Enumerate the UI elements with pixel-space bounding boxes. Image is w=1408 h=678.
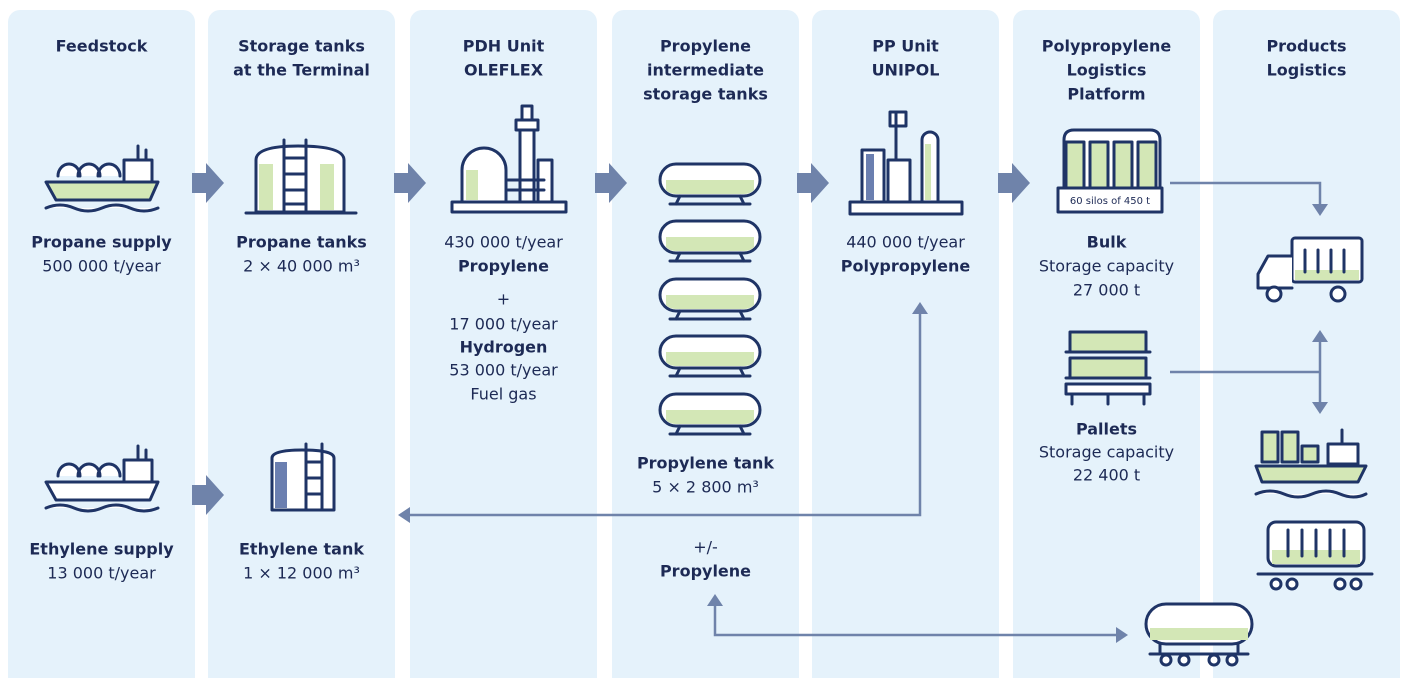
info-text: +: [497, 290, 510, 309]
info-text: +/-: [693, 538, 718, 557]
column-title: intermediate: [647, 61, 764, 80]
column-title: Logistics: [1267, 61, 1347, 80]
diagram: 60 silos of 450 t Feedstock Propane suppl…: [0, 0, 1408, 678]
info-text: 2 × 40 000 m³: [243, 257, 360, 276]
column-title: UNIPOL: [872, 61, 940, 80]
info-text: 440 000 t/year: [846, 233, 965, 252]
silos-icon: 60 silos of 450 t: [1058, 130, 1162, 212]
pallets-icon: [1066, 332, 1150, 404]
info-text: Ethylene tank: [239, 540, 364, 559]
info-text: Propylene: [458, 257, 549, 276]
column-panel: [1213, 10, 1400, 678]
column-title: Polypropylene: [1042, 37, 1172, 56]
capsule-fill: [666, 410, 754, 424]
info-text: 27 000 t: [1073, 281, 1140, 300]
info-text: 1 × 12 000 m³: [243, 564, 360, 583]
capsule-fill: [666, 180, 754, 194]
ethylene-tank-icon: [272, 444, 334, 510]
capsule-fill: [666, 295, 754, 309]
info-text: Propane supply: [31, 233, 172, 252]
propylene-tanks-icon: [660, 164, 760, 434]
info-text: Hydrogen: [460, 338, 548, 357]
info-text: 5 × 2 800 m³: [652, 478, 759, 497]
info-text: Bulk: [1087, 233, 1127, 252]
info-text: Storage capacity: [1039, 257, 1174, 276]
column-title: storage tanks: [643, 85, 768, 104]
column-title: at the Terminal: [233, 61, 370, 80]
silo-label: 60 silos of 450 t: [1070, 196, 1150, 207]
info-text: 22 400 t: [1073, 466, 1140, 485]
column-title: Storage tanks: [238, 37, 365, 56]
info-text: 13 000 t/year: [47, 564, 156, 583]
info-text: Polypropylene: [841, 257, 971, 276]
info-text: Propylene tank: [637, 454, 774, 473]
info-text: Propane tanks: [236, 233, 367, 252]
column-title: PP Unit: [872, 37, 939, 56]
info-text: Storage capacity: [1039, 443, 1174, 462]
info-text: Pallets: [1076, 420, 1137, 439]
column-title: Propylene: [660, 37, 751, 56]
info-text: 17 000 t/year: [449, 315, 558, 334]
column-title: OLEFLEX: [464, 61, 544, 80]
propane-tank-icon: [246, 140, 356, 213]
info-text: Fuel gas: [470, 385, 536, 404]
column-title: PDH Unit: [463, 37, 545, 56]
info-text: 500 000 t/year: [42, 257, 161, 276]
column-title: Products: [1266, 37, 1346, 56]
column-title: Platform: [1067, 85, 1145, 104]
column-title: Logistics: [1067, 61, 1147, 80]
info-text: 53 000 t/year: [449, 361, 558, 380]
info-text: Propylene: [660, 562, 751, 581]
column-panel: [812, 10, 999, 678]
capsule-fill: [666, 352, 754, 366]
column-title: Feedstock: [56, 37, 148, 56]
info-text: Ethylene supply: [29, 540, 174, 559]
capsule-fill: [666, 237, 754, 251]
info-text: 430 000 t/year: [444, 233, 563, 252]
